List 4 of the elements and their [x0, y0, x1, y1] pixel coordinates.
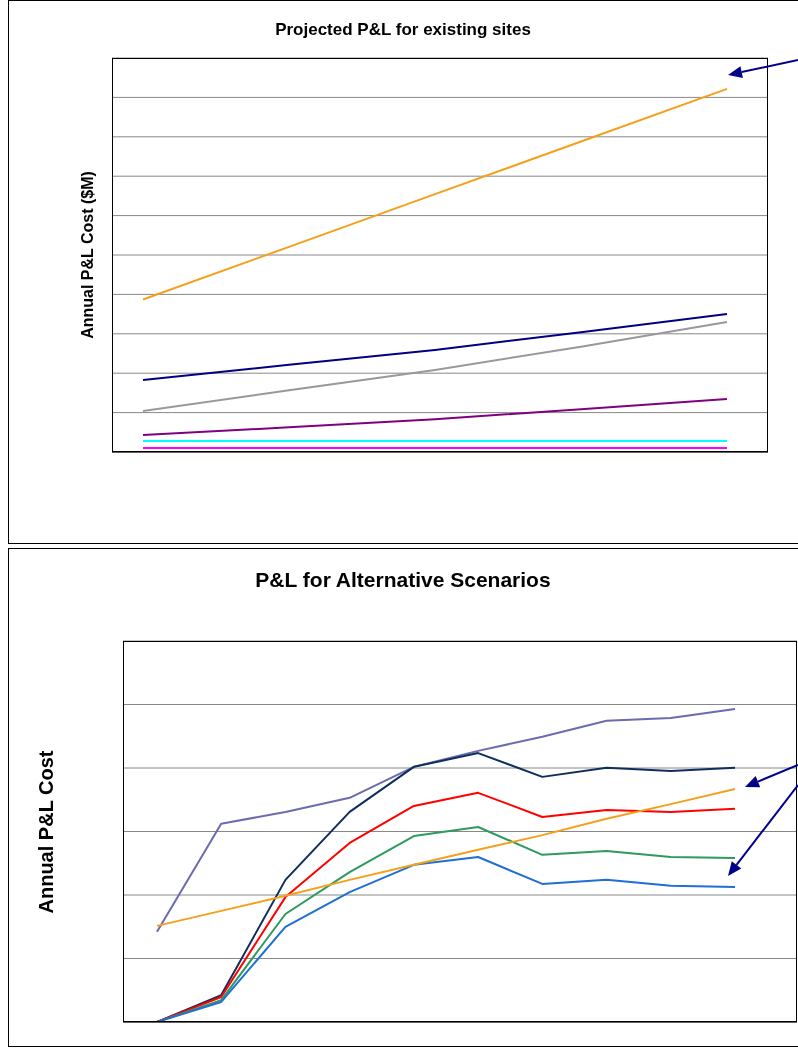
- chart-title: P&L for Alternative Scenarios: [254, 568, 552, 592]
- y-axis-title: Annual P&L Cost: [34, 750, 58, 913]
- y-axis-title: Annual P&L Cost ($M): [79, 171, 97, 339]
- chart-title: Projected P&L for existing sites: [274, 20, 532, 40]
